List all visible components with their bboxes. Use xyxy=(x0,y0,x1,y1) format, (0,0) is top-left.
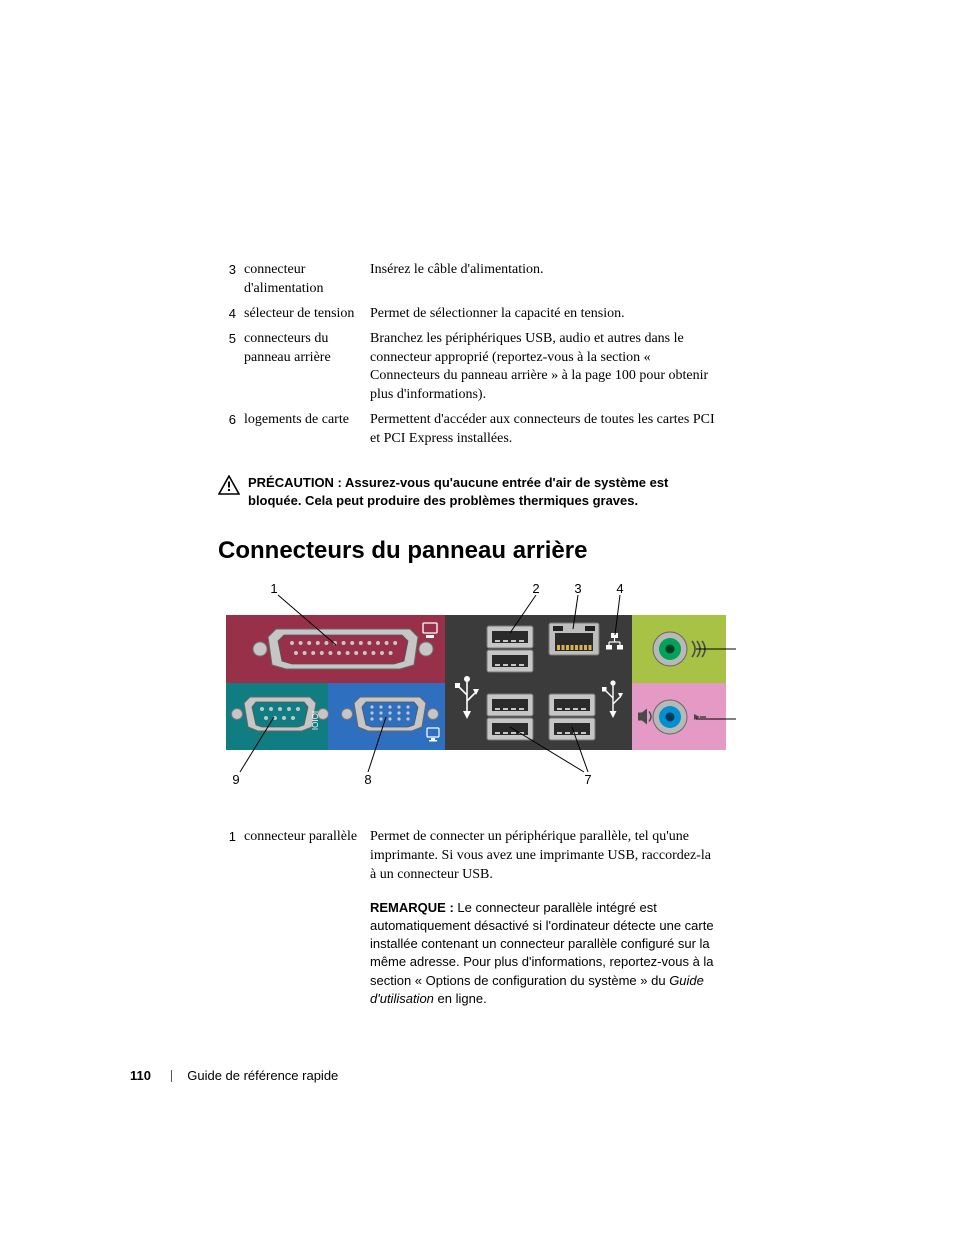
svg-text:1: 1 xyxy=(270,581,277,596)
page-number: 110 xyxy=(130,1068,151,1083)
table-row: 3connecteur d'alimentationInsérez le câb… xyxy=(218,258,728,302)
item-number: 4 xyxy=(218,302,244,327)
item-desc: Permet de connecter un périphérique para… xyxy=(370,828,728,1008)
footer-separator xyxy=(171,1070,172,1082)
table-row: 5connecteurs du panneau arrièreBranchez … xyxy=(218,327,728,409)
remark-label: REMARQUE : xyxy=(370,900,457,915)
svg-text:9: 9 xyxy=(232,772,239,787)
item-number: 3 xyxy=(218,258,244,302)
item-number: 5 xyxy=(218,327,244,409)
svg-text:7: 7 xyxy=(584,772,591,787)
item-desc: Branchez les périphériques USB, audio et… xyxy=(370,327,728,409)
upper-items-table: 3connecteur d'alimentationInsérez le câb… xyxy=(218,258,728,452)
document-page: 3connecteur d'alimentationInsérez le câb… xyxy=(0,0,954,1235)
svg-text:2: 2 xyxy=(532,581,539,596)
item-number: 6 xyxy=(218,408,244,452)
table-row: 6logements de cartePermettent d'accéder … xyxy=(218,408,728,452)
item-term: logements de carte xyxy=(244,408,370,452)
item-number: 1 xyxy=(218,828,244,1008)
table-row: 1 connecteur parallèle Permet de connect… xyxy=(218,828,728,1008)
item-term: connecteur d'alimentation xyxy=(244,258,370,302)
item-desc-text: Permet de connecter un périphérique para… xyxy=(370,829,711,882)
svg-text:8: 8 xyxy=(364,772,371,787)
item-term: connecteurs du panneau arrière xyxy=(244,327,370,409)
svg-text:3: 3 xyxy=(574,581,581,596)
table-row: 4sélecteur de tensionPermet de sélection… xyxy=(218,302,728,327)
item-desc: Permettent d'accéder aux connecteurs de … xyxy=(370,408,728,452)
svg-text:4: 4 xyxy=(616,581,623,596)
item-term: sélecteur de tension xyxy=(244,302,370,327)
page-footer: 110 Guide de référence rapide xyxy=(130,1068,338,1083)
footer-title: Guide de référence rapide xyxy=(187,1068,338,1083)
rear-panel-diagram: IOIOI123456987 xyxy=(216,579,754,804)
item-term: connecteur parallèle xyxy=(244,828,370,1008)
item-desc: Insérez le câble d'alimentation. xyxy=(370,258,728,302)
caution-block: PRÉCAUTION : Assurez-vous qu'aucune entr… xyxy=(218,474,718,509)
remark-body-2: en ligne. xyxy=(434,991,487,1006)
caution-label: PRÉCAUTION : xyxy=(248,475,345,490)
item-desc: Permet de sélectionner la capacité en te… xyxy=(370,302,728,327)
section-heading: Connecteurs du panneau arrière xyxy=(218,537,754,565)
warning-icon xyxy=(218,475,240,500)
remark-block: REMARQUE : Le connecteur parallèle intég… xyxy=(370,899,720,1008)
caution-text: PRÉCAUTION : Assurez-vous qu'aucune entr… xyxy=(248,474,718,509)
svg-text:IOIOI: IOIOI xyxy=(311,711,320,730)
lower-items-table: 1 connecteur parallèle Permet de connect… xyxy=(218,828,728,1008)
